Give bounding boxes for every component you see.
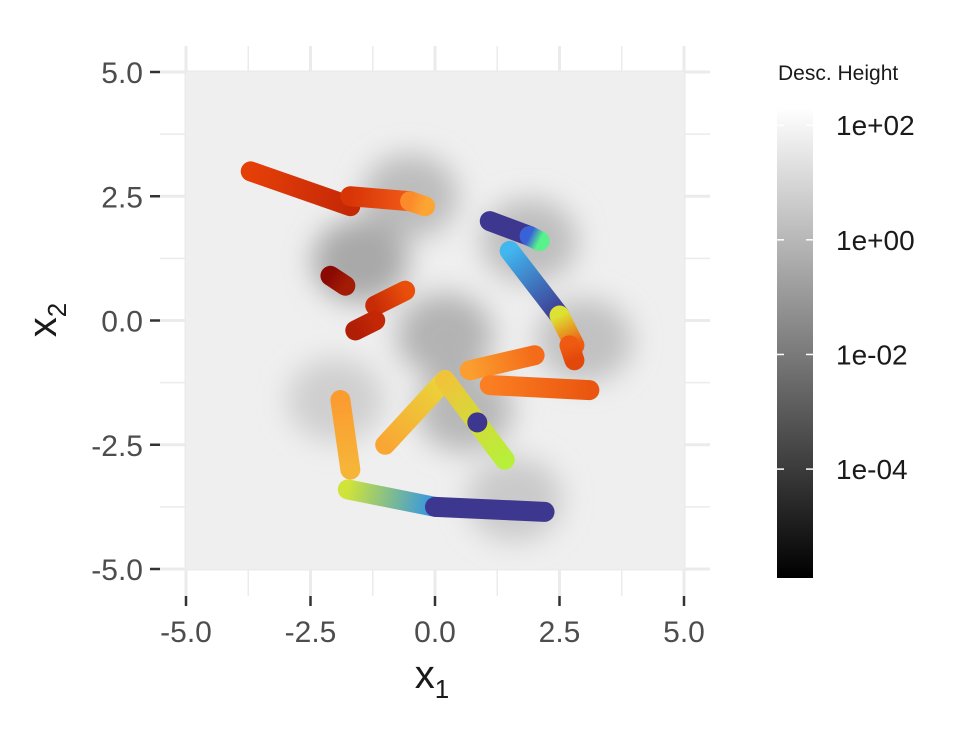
colorbar-tick-label: 1e+00 <box>836 225 915 256</box>
descent-height-field <box>186 72 684 569</box>
legend-title: Desc. Height <box>778 62 898 85</box>
trajectory-segment <box>400 191 436 217</box>
y-tick-label: -2.5 <box>91 430 143 463</box>
y-tick-label: 0.0 <box>101 306 143 339</box>
x-tick-label: -5.0 <box>160 616 212 649</box>
trajectory-segment <box>375 370 455 455</box>
colorbar-tick-label: 1e+02 <box>836 110 915 141</box>
trajectory-segment <box>330 390 361 480</box>
field-basin <box>396 293 493 378</box>
trajectory-segment <box>337 479 445 517</box>
trajectory-segment <box>479 375 600 401</box>
x-axis-title-sub: 1 <box>435 674 449 704</box>
y-tick-label: 2.5 <box>101 181 143 214</box>
trajectory-segment <box>459 345 545 381</box>
x-axis-ticks: -5.0 -2.5 0.0 2.5 5.0 <box>160 596 705 649</box>
trajectory-segment <box>499 240 570 326</box>
trajectory-segment <box>559 335 585 371</box>
x-axis-title: x1 <box>415 653 449 704</box>
colorbar-legend: Desc. Height 1e+02 1e+00 1e-02 1e-04 <box>777 62 915 578</box>
y-tick-label: -5.0 <box>91 554 143 587</box>
trajectory-segment <box>240 161 361 217</box>
trajectory-segment <box>425 496 555 522</box>
y-tick-label: 5.0 <box>101 57 143 90</box>
trajectory-segment <box>519 226 550 251</box>
y-axis-ticks: -5.0 -2.5 0.0 2.5 5.0 <box>91 57 160 587</box>
colorbar-tick-label: 1e-04 <box>836 454 908 485</box>
y-axis-title-base: x <box>21 317 65 337</box>
x-tick-label: 0.0 <box>414 616 456 649</box>
colorbar <box>777 108 813 578</box>
x-tick-label: -2.5 <box>285 616 337 649</box>
colorbar-ticks: 1e+02 1e+00 1e-02 1e-04 <box>777 110 915 485</box>
colorbar-tick-label: 1e-02 <box>836 339 908 370</box>
x-axis-title-base: x <box>415 653 435 697</box>
trajectory-paths <box>240 161 600 522</box>
x-tick-label: 2.5 <box>539 616 581 649</box>
y-axis-title-sub: 2 <box>42 303 72 317</box>
y-axis-title: x2 <box>21 303 72 337</box>
trajectory-segment <box>320 265 356 296</box>
x-tick-label: 5.0 <box>663 616 705 649</box>
trajectory-segment <box>365 280 416 316</box>
trajectory-segment <box>345 310 386 341</box>
